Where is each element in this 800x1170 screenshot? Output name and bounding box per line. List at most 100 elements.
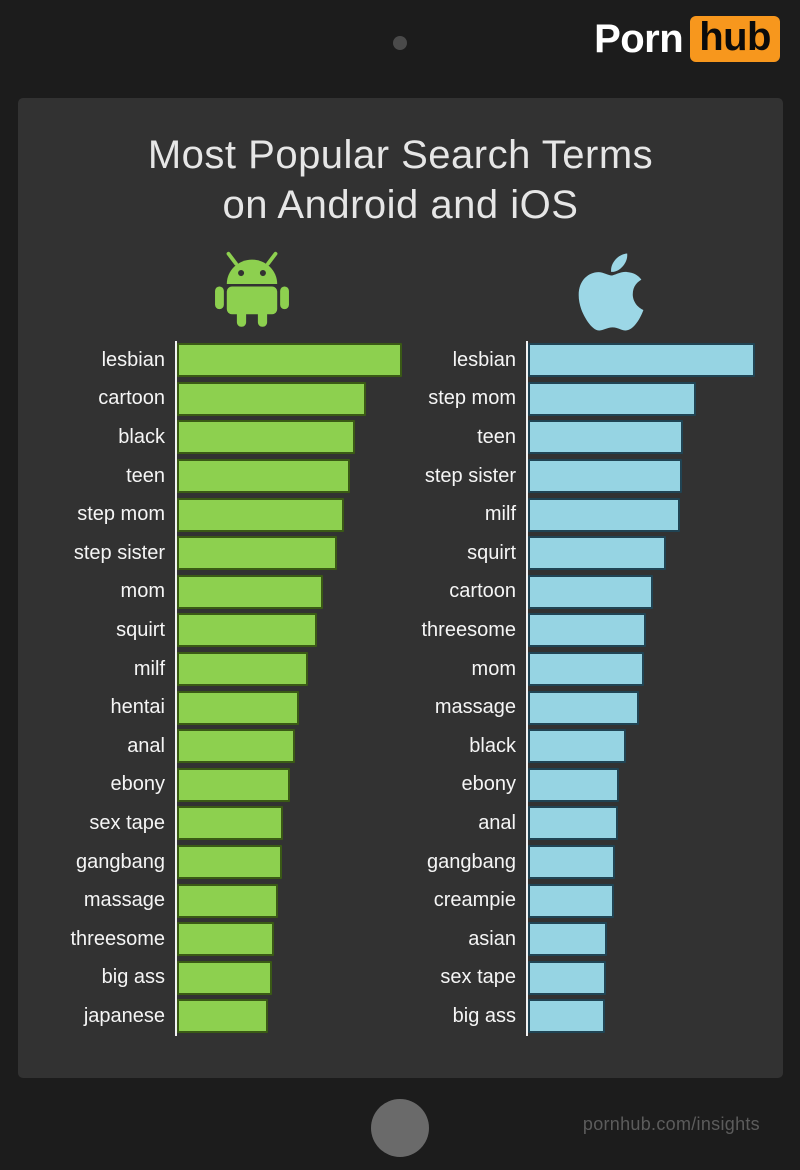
home-button — [371, 1099, 429, 1157]
bar-row: big ass — [42, 958, 424, 998]
bar-row: milf — [42, 649, 424, 689]
bar — [177, 574, 324, 609]
bar-row: cartoon — [393, 572, 775, 612]
bar-label: squirt — [467, 541, 516, 564]
bar-label: black — [469, 734, 516, 757]
bar-label: ebony — [110, 773, 166, 796]
bar — [177, 767, 290, 802]
bar-row: mom — [42, 572, 424, 612]
bar-label: mom — [471, 657, 516, 680]
bar-row: big ass — [393, 997, 775, 1036]
bar-label: step sister — [73, 541, 165, 564]
bar — [177, 999, 269, 1034]
bar — [177, 922, 274, 957]
bar-label: threesome — [421, 618, 517, 641]
bar-track — [526, 341, 775, 380]
bar-label: step mom — [77, 503, 165, 526]
ios-bar-chart: lesbian step mom teen step sister milf squirt… — [393, 341, 775, 1036]
chart-title: Most Popular Search Terms on Android and… — [18, 130, 783, 230]
bar-track — [175, 804, 424, 843]
title-line-1: Most Popular Search Terms — [147, 133, 654, 177]
bar-row: gangbang — [393, 842, 775, 882]
bar-label: threesome — [70, 927, 166, 950]
bar — [177, 613, 317, 648]
bar-track — [526, 726, 775, 766]
bar — [528, 806, 618, 841]
bar — [177, 497, 344, 532]
bar-track — [526, 919, 775, 959]
bar — [177, 381, 366, 416]
bar — [528, 883, 615, 918]
bar-label: japanese — [83, 1004, 165, 1027]
bar-row: massage — [393, 688, 775, 727]
bar-label: massage — [83, 889, 165, 912]
bar-label: massage — [434, 696, 516, 719]
title-line-2: on Android and iOS — [222, 183, 579, 227]
camera-dot — [393, 36, 407, 50]
bar-row: creampie — [393, 881, 775, 920]
bar — [528, 999, 606, 1034]
bar-track — [175, 533, 424, 573]
bar-label: anal — [478, 811, 516, 834]
bar — [177, 652, 308, 687]
bar-label: sex tape — [89, 811, 165, 834]
logo-text-hub: hub — [690, 16, 780, 62]
bar-row: teen — [42, 456, 424, 496]
bar-track — [526, 418, 775, 457]
bar-label: lesbian — [452, 348, 516, 371]
bar — [528, 652, 644, 687]
bar-label: hentai — [110, 696, 166, 719]
bar-track — [175, 456, 424, 496]
infographic-panel: Most Popular Search Terms on Android and… — [18, 98, 783, 1078]
bar-row: step mom — [42, 495, 424, 534]
bar — [528, 420, 684, 455]
bar — [528, 960, 607, 995]
bar-label: big ass — [101, 966, 165, 989]
bar-row: massage — [42, 881, 424, 920]
bar-track — [175, 919, 424, 959]
bar-row: ebony — [393, 765, 775, 805]
bar-row: black — [42, 418, 424, 457]
bar — [528, 613, 647, 648]
bar-row: teen — [393, 418, 775, 457]
bar-row: lesbian — [42, 341, 424, 380]
bar-row: squirt — [42, 611, 424, 650]
bar-label: milf — [484, 503, 516, 526]
bar-row: threesome — [42, 919, 424, 959]
bar — [528, 459, 683, 494]
bar-track — [175, 842, 424, 882]
bar-track — [526, 765, 775, 805]
bar-label: anal — [127, 734, 165, 757]
bar-label: teen — [126, 464, 165, 487]
bar-row: hentai — [42, 688, 424, 727]
bar-label: cartoon — [98, 387, 165, 410]
bar-track — [175, 997, 424, 1036]
bar-label: big ass — [452, 1004, 516, 1027]
android-icon — [210, 246, 294, 337]
bar-label: cartoon — [449, 580, 516, 603]
bar-track — [526, 688, 775, 727]
bar-row: black — [393, 726, 775, 766]
bar-row: milf — [393, 495, 775, 534]
bar-track — [526, 997, 775, 1036]
bar-row: asian — [393, 919, 775, 959]
bar-track — [175, 649, 424, 689]
bar-track — [175, 881, 424, 920]
bar-track — [175, 495, 424, 534]
bar-row: step mom — [393, 379, 775, 419]
bar-track — [175, 572, 424, 612]
bar — [177, 459, 351, 494]
bar-track — [175, 418, 424, 457]
bar-track — [175, 611, 424, 650]
bar-row: gangbang — [42, 842, 424, 882]
bar-track — [526, 572, 775, 612]
bar — [177, 729, 296, 764]
bar — [177, 690, 299, 725]
bar — [177, 960, 272, 995]
bar-row: step sister — [42, 533, 424, 573]
bar — [528, 767, 619, 802]
bar-label: step mom — [428, 387, 516, 410]
bar — [177, 845, 282, 880]
bar-label: sex tape — [440, 966, 516, 989]
